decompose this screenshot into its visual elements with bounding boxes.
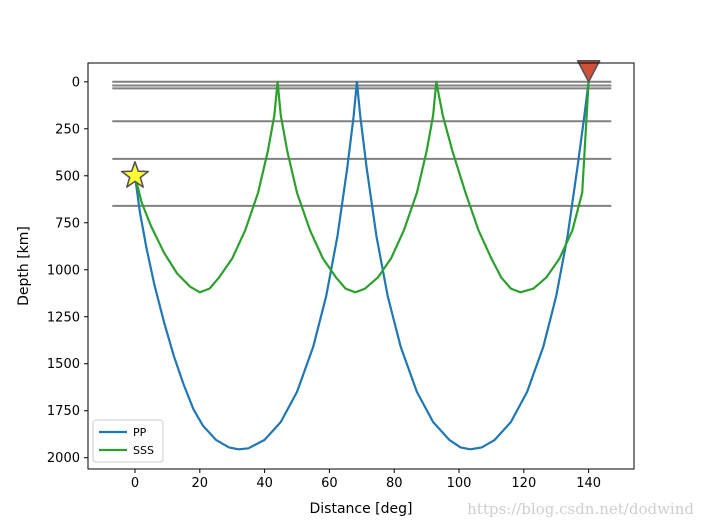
source-star-marker <box>120 161 150 188</box>
markers <box>120 59 601 188</box>
x-tick-label: 100 <box>447 476 472 491</box>
x-tick-label: 0 <box>131 476 139 491</box>
series-line-sss <box>133 80 590 294</box>
series-line-pp <box>133 80 590 451</box>
y-tick-label: 0 <box>72 75 80 90</box>
receiver-triangle-marker <box>576 59 601 83</box>
y-tick-label: 1750 <box>47 404 80 419</box>
ray-paths <box>133 80 590 451</box>
x-tick-label: 120 <box>511 476 536 491</box>
y-tick-label: 250 <box>55 122 80 137</box>
y-tick-label: 750 <box>55 216 80 231</box>
y-axis: 0 250 500 750 1000 1250 1500 1750 2000 <box>47 75 88 466</box>
y-tick-label: 1000 <box>47 263 80 278</box>
watermark: https://blog.csdn.net/dodwind <box>467 500 694 518</box>
y-tick-label: 2000 <box>47 451 80 466</box>
y-axis-label: Depth [km] <box>16 226 32 306</box>
x-tick-label: 140 <box>576 476 601 491</box>
x-tick-label: 40 <box>256 476 273 491</box>
legend-label-sss: SSS <box>133 444 154 457</box>
x-tick-label: 20 <box>192 476 209 491</box>
x-tick-label: 80 <box>386 476 403 491</box>
y-tick-label: 1250 <box>47 310 80 325</box>
plot-frame <box>87 62 635 470</box>
y-tick-label: 1500 <box>47 357 80 372</box>
layer-boundaries <box>112 80 612 207</box>
x-axis-label: Distance [deg] <box>310 501 413 517</box>
legend-box <box>92 419 164 463</box>
legend: PP SSS <box>92 419 164 463</box>
x-tick-label: 60 <box>321 476 338 491</box>
x-axis: 0 20 40 60 80 100 120 140 <box>131 469 601 491</box>
y-tick-label: 500 <box>55 169 80 184</box>
legend-label-pp: PP <box>133 426 147 439</box>
